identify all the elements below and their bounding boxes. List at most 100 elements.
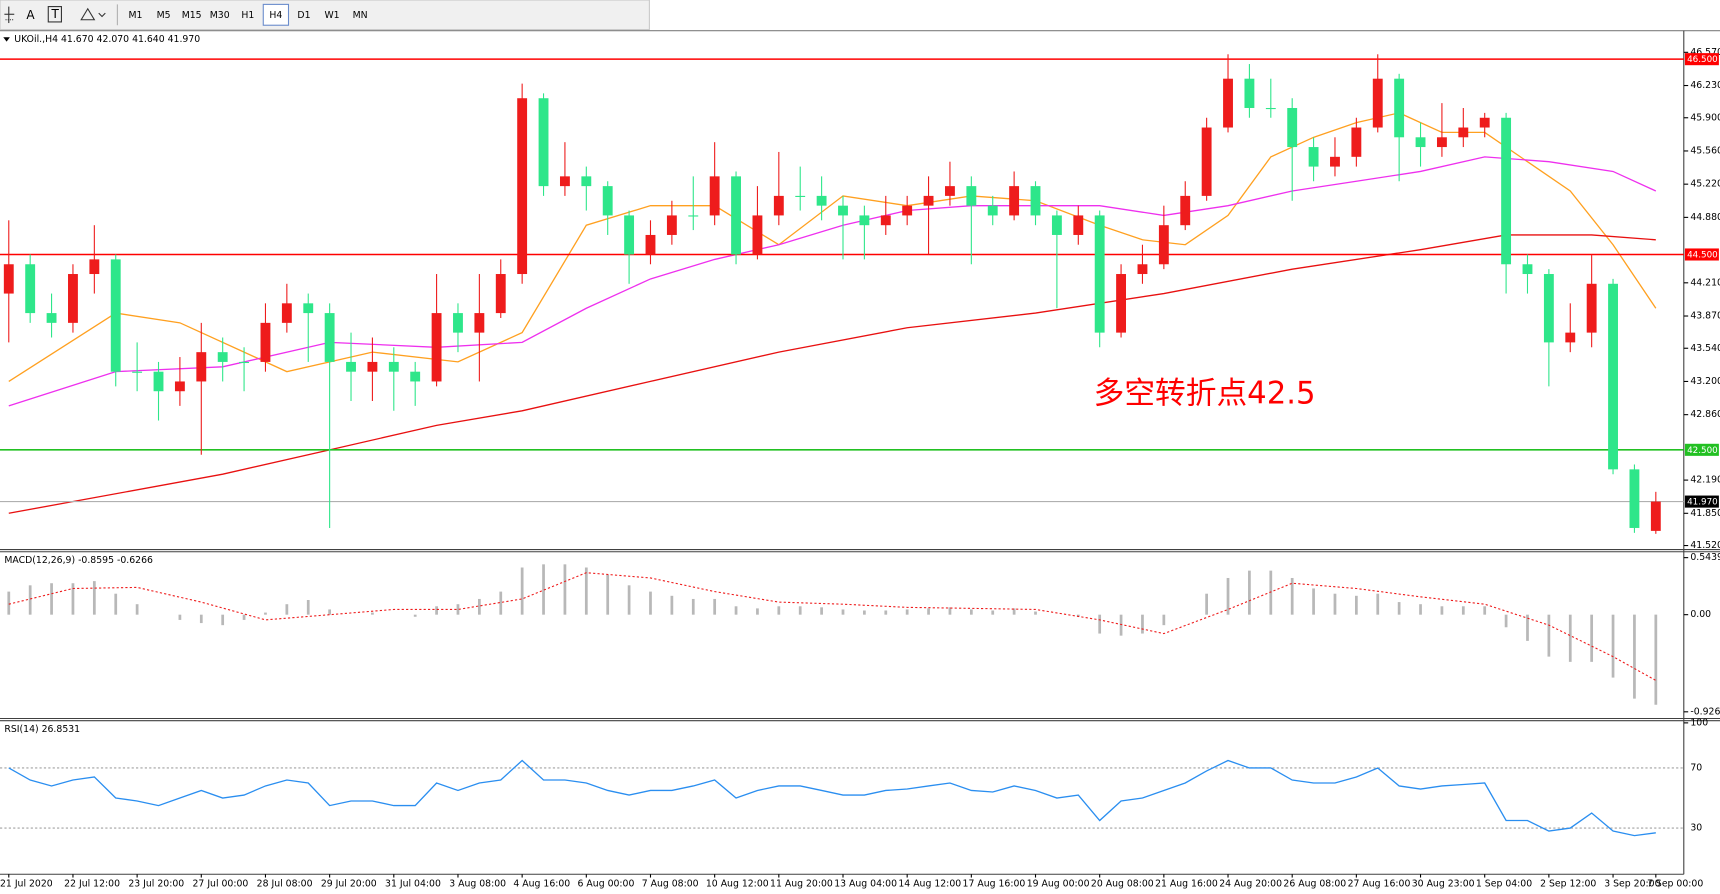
chart-header: UKOil.,H4 41.670 42.070 41.640 41.970 <box>14 34 200 45</box>
candle-body <box>624 215 635 255</box>
candle-body <box>645 234 656 255</box>
candle-body <box>324 313 335 362</box>
x-tick-label: 27 Jul 00:00 <box>193 879 249 890</box>
y-tick-label: 46.570 <box>1690 47 1720 58</box>
timeframe-button[interactable]: M15 <box>182 10 202 21</box>
x-tick-label: 21 Aug 16:00 <box>1155 879 1218 890</box>
y-tick-label: 100 <box>1690 717 1708 728</box>
signal-line <box>8 572 1657 681</box>
candle-body <box>1051 215 1062 235</box>
crosshair-icon[interactable] <box>4 6 15 24</box>
x-tick-label: 24 Aug 20:00 <box>1219 879 1282 890</box>
candle-body <box>495 274 506 314</box>
candle-body <box>410 371 421 382</box>
candle-body <box>68 274 78 323</box>
price-tag-label: 42.500 <box>1687 446 1718 456</box>
price-tag <box>1684 495 1719 508</box>
y-tick-label: 43.540 <box>1690 343 1720 354</box>
candle-body <box>816 195 827 206</box>
y-tick-label: 43.870 <box>1690 311 1720 322</box>
timeframe-button[interactable]: M1 <box>128 10 142 21</box>
x-tick-label: 7 Sep 00:00 <box>1647 879 1703 890</box>
x-tick-label: 19 Aug 00:00 <box>1027 879 1090 890</box>
candle-body <box>453 313 463 333</box>
x-tick-label: 31 Jul 04:00 <box>385 879 441 890</box>
tool-box[interactable] <box>47 6 62 23</box>
y-tick-label: 42.860 <box>1690 409 1720 420</box>
macd-title: MACD(12,26,9) -0.8595 -0.6266 <box>4 555 153 566</box>
x-tick-label: 11 Aug 20:00 <box>770 879 833 890</box>
candle-body <box>1650 501 1661 531</box>
price-tag-label: 46.500 <box>1687 55 1718 65</box>
candle-body <box>1458 127 1469 138</box>
rsi-title: RSI(14) 26.8531 <box>4 724 80 735</box>
timeframe-button[interactable]: D1 <box>297 10 310 21</box>
candle-body <box>1030 186 1041 216</box>
x-tick-label: 1 Sep 04:00 <box>1476 879 1532 890</box>
price-tag-label: 41.970 <box>1687 498 1718 508</box>
candle-body <box>1180 195 1191 226</box>
y-tick-label: -0.9263 <box>1690 706 1720 717</box>
candle-body <box>196 352 207 382</box>
candle-body <box>110 259 121 372</box>
candle-body <box>1244 78 1255 108</box>
tool-text[interactable]: A <box>26 8 35 22</box>
candle-body <box>517 98 528 275</box>
candle-body <box>1479 117 1490 128</box>
moving-average <box>8 234 1656 514</box>
x-tick-label: 3 Sep 20:00 <box>1604 879 1660 890</box>
candle-body <box>1137 264 1148 275</box>
y-tick-label: 46.230 <box>1690 80 1720 91</box>
candle-body <box>1308 147 1319 167</box>
x-tick-label: 7 Aug 08:00 <box>642 879 699 890</box>
candle-body <box>25 264 36 314</box>
x-tick-label: 30 Aug 23:00 <box>1412 879 1475 890</box>
y-tick-label: 45.900 <box>1690 112 1720 123</box>
candle-body <box>1372 78 1383 128</box>
candle-body <box>1608 283 1618 470</box>
candle-body <box>1629 469 1640 528</box>
candle-body <box>1522 264 1533 275</box>
timeframe-button[interactable]: M5 <box>157 10 171 21</box>
header-arrow <box>3 37 10 42</box>
candle-body <box>902 205 913 216</box>
x-tick-label: 20 Aug 08:00 <box>1091 879 1154 890</box>
timeframe-button[interactable]: H4 <box>269 10 282 21</box>
timeframe-button[interactable]: MN <box>353 10 368 21</box>
candle-body <box>1415 137 1426 148</box>
candle-body <box>303 303 314 314</box>
candle-body <box>1394 78 1405 138</box>
candle-body <box>987 205 998 216</box>
candle-body <box>431 313 442 382</box>
candle-body <box>666 215 677 235</box>
price-tag-label: 44.500 <box>1687 251 1718 261</box>
candle-body <box>1543 274 1554 343</box>
x-tick-label: 27 Aug 16:00 <box>1348 879 1411 890</box>
candle-body <box>1094 215 1105 333</box>
tool-text[interactable]: T <box>51 7 60 21</box>
rsi-line <box>8 759 1656 837</box>
timeframe-button[interactable]: M30 <box>210 10 230 21</box>
timeframe-button[interactable]: H1 <box>241 10 254 21</box>
x-tick-label: 6 Aug 00:00 <box>578 879 635 890</box>
candle-body <box>1351 127 1362 157</box>
y-tick-label: 41.850 <box>1690 508 1720 519</box>
annotation: 多空转折点42.5 <box>1094 375 1316 411</box>
candle-body <box>132 371 143 373</box>
candle-body <box>581 176 592 187</box>
candle-body <box>474 313 485 333</box>
candle-body <box>945 186 955 196</box>
candle-body <box>1158 225 1169 265</box>
timeframe-button[interactable]: W1 <box>324 10 339 21</box>
candle-body <box>1116 274 1127 333</box>
candle-body <box>1223 78 1233 128</box>
y-tick-label: 0.00 <box>1690 609 1711 620</box>
candle-body <box>709 176 720 216</box>
shapes-icon[interactable] <box>80 7 106 21</box>
y-tick-label: 0.5439 <box>1690 552 1720 563</box>
candle-body <box>731 176 741 255</box>
candle-body <box>602 186 613 216</box>
candle-body <box>559 176 570 187</box>
x-tick-label: 2 Sep 12:00 <box>1540 879 1596 890</box>
